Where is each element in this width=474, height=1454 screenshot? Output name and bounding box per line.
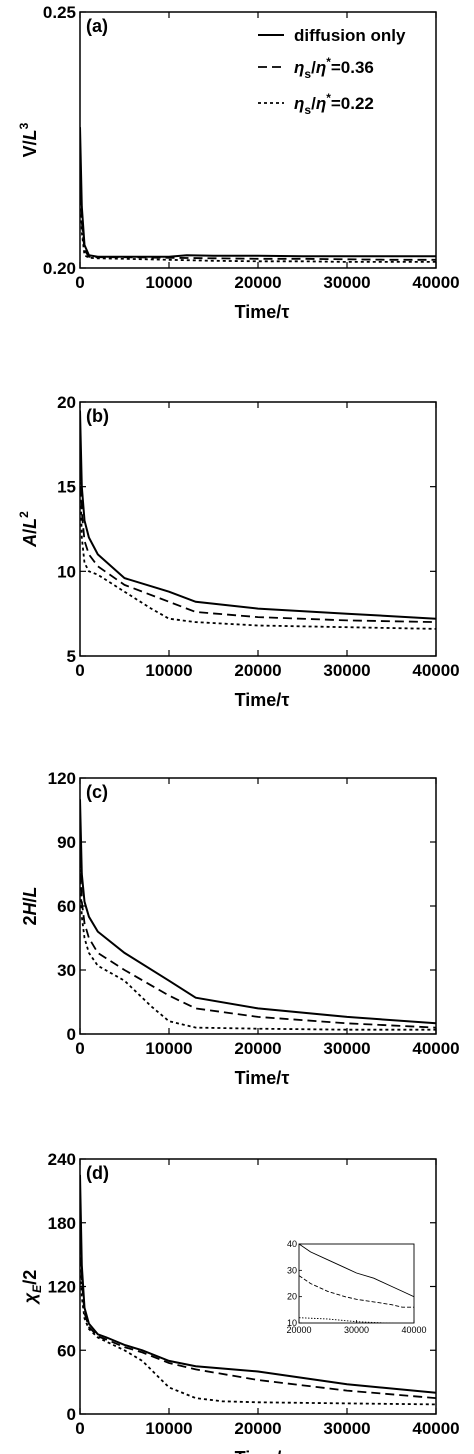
plot-frame	[79, 11, 437, 269]
x-axis-label: Time/τ	[235, 690, 290, 710]
series-line-1	[80, 1201, 436, 1399]
x-tick-label: 40000	[412, 661, 459, 680]
x-tick-label: 30000	[323, 661, 370, 680]
x-tick-label: 30000	[323, 1039, 370, 1058]
x-tick-label: 40000	[412, 1039, 459, 1058]
panel-b: 0 10000 20000 30000 40000 5 10 15 20 (b) Time/τ A/L…	[17, 393, 460, 710]
y-tick-label: 10	[57, 562, 76, 581]
inset-x-tick-label: 40000	[401, 1325, 426, 1335]
y-tick-label: 0.20	[43, 259, 76, 278]
series-line-2	[80, 178, 436, 263]
x-tick-label: 0	[75, 1039, 84, 1058]
y-tick-label: 0	[67, 1025, 76, 1044]
series-line-0	[80, 410, 436, 620]
x-axis-label: Time/τ	[235, 302, 290, 322]
y-tick-label: 60	[57, 897, 76, 916]
inset-series-line-0	[299, 1244, 414, 1298]
y-tick-label: 90	[57, 833, 76, 852]
inset-y-tick-label: 30	[287, 1265, 297, 1275]
y-tick-label: 15	[57, 478, 76, 497]
y-axis-label: 2H/L	[20, 886, 40, 925]
y-tick-label: 0.25	[43, 3, 76, 22]
panel-c: 0 10000 20000 30000 40000 0 30 60 90 120 (c) Time/τ…	[20, 769, 460, 1088]
series-line-2	[80, 863, 436, 1031]
x-tick-label: 0	[75, 661, 84, 680]
inset-y-tick-label: 40	[287, 1239, 297, 1249]
y-axis-label: A/L2	[17, 511, 40, 548]
x-tick-label: 20000	[234, 1039, 281, 1058]
y-tick-label: 20	[57, 393, 76, 412]
panel-d: 0 10000 20000 30000 40000 0 60 120 180 240 (d) Time…	[20, 1150, 460, 1454]
y-tick-label: 60	[57, 1341, 76, 1360]
inset-y-tick-label: 10	[287, 1318, 297, 1328]
inset-x-tick-label: 30000	[344, 1325, 369, 1335]
series-line-1	[80, 152, 436, 261]
x-tick-label: 0	[75, 1419, 84, 1438]
x-tick-label: 10000	[145, 273, 192, 292]
x-axis-label: Time/τ	[235, 1448, 290, 1454]
x-tick-label: 30000	[323, 273, 370, 292]
x-tick-label: 20000	[234, 661, 281, 680]
inset-series-line-1	[299, 1275, 414, 1308]
y-axis-label: V/L3	[17, 122, 40, 157]
panel-label: (c)	[86, 782, 108, 802]
plot-frame	[79, 777, 437, 1035]
y-tick-label: 30	[57, 961, 76, 980]
series-line-1	[80, 831, 436, 1029]
series-line-2	[80, 1233, 436, 1406]
series-line-0	[80, 127, 436, 258]
series-line-1	[80, 444, 436, 623]
y-tick-label: 180	[48, 1214, 76, 1233]
x-tick-label: 10000	[145, 1039, 192, 1058]
x-tick-label: 10000	[145, 1419, 192, 1438]
legend-label-2: ηs/η*=0.22	[294, 91, 374, 117]
x-tick-label: 30000	[323, 1419, 370, 1438]
panel-a: 0 10000 20000 30000 40000 0.20 0.25 (a) Time/τ V/…	[17, 3, 460, 322]
x-tick-label: 0	[75, 273, 84, 292]
y-tick-label: 120	[48, 1278, 76, 1297]
inset-chart: 20000 30000 40000 10 20 30 40	[286, 1239, 426, 1335]
y-tick-label: 240	[48, 1150, 76, 1169]
x-tick-label: 40000	[412, 273, 459, 292]
inset-x-tick-label: 20000	[286, 1325, 311, 1335]
panel-label: (b)	[86, 406, 109, 426]
y-tick-label: 5	[67, 647, 76, 666]
y-tick-label: 0	[67, 1405, 76, 1424]
x-tick-label: 20000	[234, 1419, 281, 1438]
x-axis-label: Time/τ	[235, 1068, 290, 1088]
x-tick-label: 20000	[234, 273, 281, 292]
x-tick-label: 10000	[145, 661, 192, 680]
inset-background	[299, 1244, 414, 1323]
x-tick-label: 40000	[412, 1419, 459, 1438]
series-line-0	[80, 799, 436, 1025]
series-line-2	[80, 469, 436, 630]
y-tick-label: 120	[48, 769, 76, 788]
panel-label: (a)	[86, 16, 108, 36]
inset-y-tick-label: 20	[287, 1292, 297, 1302]
legend-label-0: diffusion only	[294, 26, 406, 45]
legend-label-1: ηs/η*=0.36	[294, 55, 374, 81]
y-axis-label: χE/2	[20, 1270, 44, 1305]
panel-label: (d)	[86, 1163, 109, 1183]
